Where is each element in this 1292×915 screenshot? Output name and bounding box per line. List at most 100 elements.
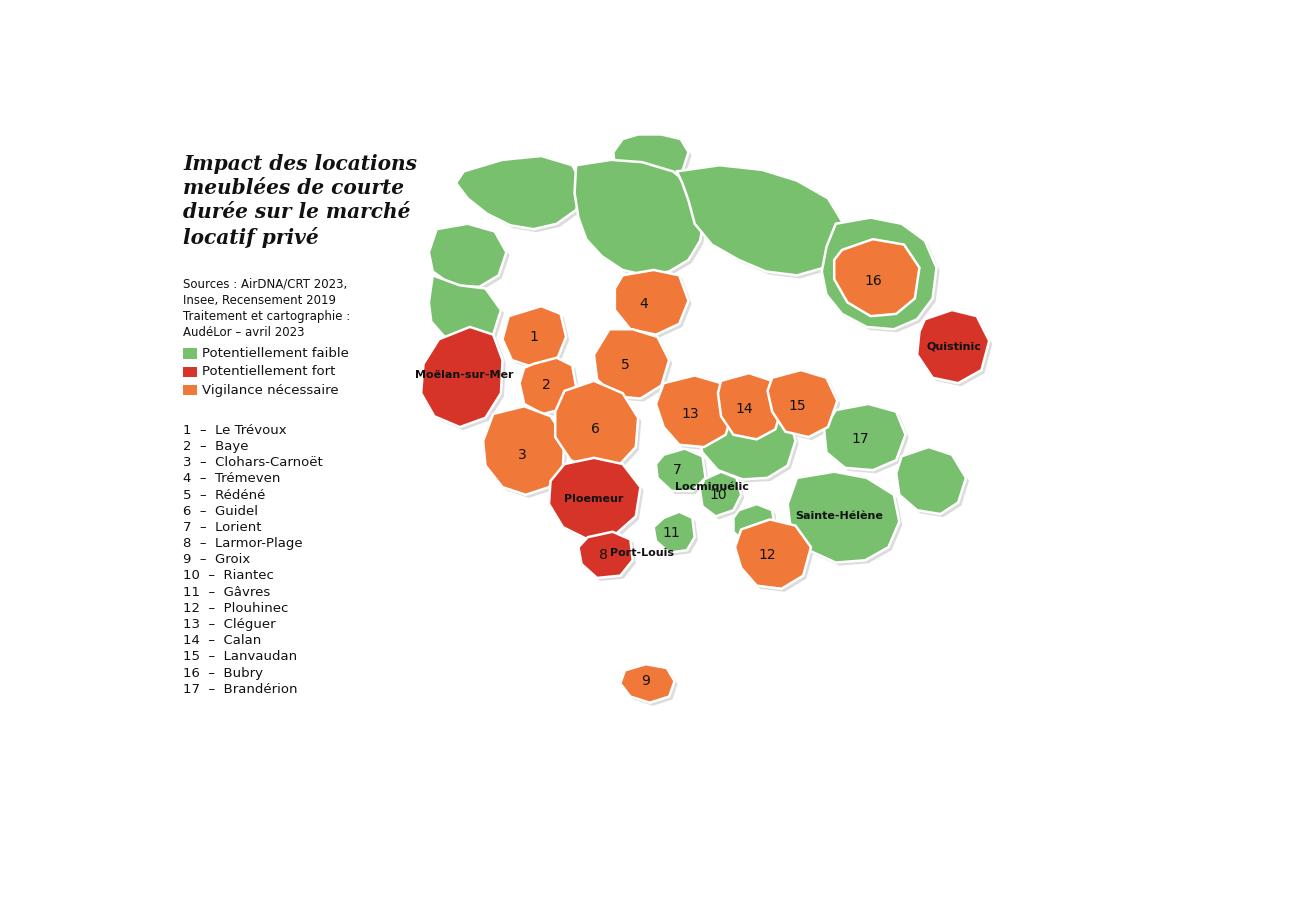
Polygon shape <box>837 242 922 319</box>
Polygon shape <box>827 407 908 473</box>
Polygon shape <box>734 504 775 544</box>
Polygon shape <box>656 515 698 555</box>
Polygon shape <box>575 160 704 275</box>
Polygon shape <box>552 461 643 543</box>
FancyBboxPatch shape <box>183 385 198 395</box>
Text: 4  –  Trémeven: 4 – Trémeven <box>183 472 280 486</box>
Text: 9  –  Groix: 9 – Groix <box>183 554 251 566</box>
Text: Moëlan-sur-Mer: Moëlan-sur-Mer <box>415 371 513 381</box>
Text: 8  –  Larmor-Plage: 8 – Larmor-Plage <box>183 537 302 550</box>
Text: 6: 6 <box>590 423 599 436</box>
Text: 11: 11 <box>663 526 681 540</box>
Polygon shape <box>696 393 796 479</box>
Text: 12: 12 <box>758 548 776 562</box>
Polygon shape <box>897 447 966 514</box>
Text: 13: 13 <box>681 407 699 421</box>
Polygon shape <box>429 275 501 345</box>
Text: 14  –  Calan: 14 – Calan <box>183 634 261 647</box>
Polygon shape <box>654 511 695 553</box>
Polygon shape <box>503 307 566 368</box>
Text: 8: 8 <box>598 548 607 562</box>
Text: 5  –  Rédéné: 5 – Rédéné <box>183 489 266 501</box>
Polygon shape <box>614 135 689 187</box>
Polygon shape <box>770 373 840 440</box>
Text: Impact des locations
meublées de courte
durée sur le marché
locatif privé: Impact des locations meublées de courte … <box>183 155 417 248</box>
Text: 12  –  Plouhinec: 12 – Plouhinec <box>183 602 288 615</box>
Text: 2: 2 <box>543 379 552 393</box>
Polygon shape <box>656 375 734 447</box>
Polygon shape <box>699 396 798 482</box>
Text: 10: 10 <box>709 488 727 501</box>
Text: 17  –  Brandérion: 17 – Brandérion <box>183 683 297 695</box>
Text: 7  –  Lorient: 7 – Lorient <box>183 521 262 534</box>
Polygon shape <box>549 458 641 540</box>
Polygon shape <box>429 224 506 287</box>
Polygon shape <box>432 278 504 348</box>
Polygon shape <box>899 450 969 517</box>
Polygon shape <box>656 448 705 491</box>
Polygon shape <box>618 273 691 338</box>
Polygon shape <box>456 156 584 229</box>
Text: Potentiellement faible: Potentiellement faible <box>202 347 349 360</box>
Polygon shape <box>703 475 744 520</box>
Text: 6  –  Guidel: 6 – Guidel <box>183 505 258 518</box>
Polygon shape <box>421 327 503 427</box>
Text: Sources : AirDNA/CRT 2023,
Insee, Recensement 2019
Traitement et cartographie :
: Sources : AirDNA/CRT 2023, Insee, Recens… <box>183 277 350 339</box>
Polygon shape <box>597 332 672 402</box>
Text: 3: 3 <box>518 447 526 462</box>
Text: 17: 17 <box>851 433 870 447</box>
Polygon shape <box>579 532 633 578</box>
Text: 15  –  Lanvaudan: 15 – Lanvaudan <box>183 651 297 663</box>
Text: 5: 5 <box>620 359 629 372</box>
Polygon shape <box>659 452 708 494</box>
Polygon shape <box>505 309 570 371</box>
Text: Ploemeur: Ploemeur <box>565 494 624 503</box>
Polygon shape <box>680 168 846 278</box>
Polygon shape <box>616 137 691 190</box>
Polygon shape <box>615 270 689 335</box>
FancyBboxPatch shape <box>183 349 198 359</box>
Text: 14: 14 <box>735 402 753 415</box>
Text: 2  –  Baye: 2 – Baye <box>183 440 248 453</box>
Polygon shape <box>578 163 707 278</box>
Polygon shape <box>822 218 937 329</box>
Text: 16: 16 <box>864 274 882 287</box>
Polygon shape <box>721 376 786 443</box>
Text: 15: 15 <box>788 399 806 414</box>
Text: 1  –  Le Trévoux: 1 – Le Trévoux <box>183 424 287 437</box>
Polygon shape <box>677 166 844 275</box>
Text: 13  –  Cléguer: 13 – Cléguer <box>183 618 275 631</box>
Polygon shape <box>519 358 576 414</box>
Polygon shape <box>620 664 674 703</box>
Text: Port-Louis: Port-Louis <box>610 547 674 557</box>
Text: 4: 4 <box>640 296 647 311</box>
Text: Vigilance nécessaire: Vigilance nécessaire <box>202 384 339 397</box>
Text: 3  –  Clohars-Carnoët: 3 – Clohars-Carnoët <box>183 457 323 469</box>
Text: 1: 1 <box>528 330 537 344</box>
Polygon shape <box>788 472 899 563</box>
Polygon shape <box>700 472 742 516</box>
Polygon shape <box>624 667 677 705</box>
FancyBboxPatch shape <box>183 367 198 377</box>
Polygon shape <box>556 381 638 470</box>
Polygon shape <box>920 313 992 386</box>
Text: 10  –  Riantec: 10 – Riantec <box>183 569 274 583</box>
Text: Quistinic: Quistinic <box>926 342 981 352</box>
Text: 7: 7 <box>673 463 681 477</box>
Text: 9: 9 <box>641 674 650 688</box>
Polygon shape <box>767 370 837 437</box>
Polygon shape <box>735 520 811 588</box>
Polygon shape <box>581 535 636 581</box>
Polygon shape <box>523 361 579 417</box>
Polygon shape <box>835 239 920 317</box>
Polygon shape <box>824 404 906 470</box>
Text: Potentiellement fort: Potentiellement fort <box>202 365 335 379</box>
Polygon shape <box>432 227 509 290</box>
Text: Sainte-Hélène: Sainte-Hélène <box>796 511 884 522</box>
Text: 11  –  Gâvres: 11 – Gâvres <box>183 586 270 598</box>
Polygon shape <box>459 159 587 232</box>
Polygon shape <box>558 384 641 473</box>
Polygon shape <box>659 379 736 450</box>
Polygon shape <box>791 475 902 565</box>
Text: 16  –  Bubry: 16 – Bubry <box>183 666 264 680</box>
